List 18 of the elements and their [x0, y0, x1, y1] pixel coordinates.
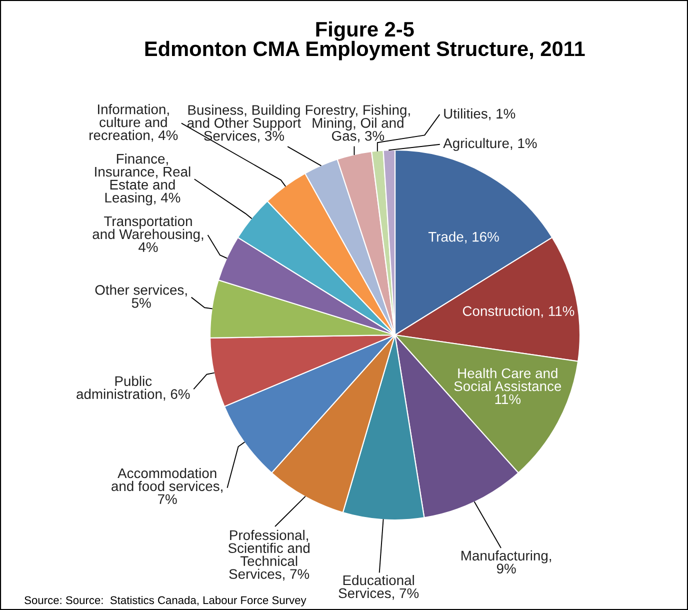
slice-label: Construction, 11% [462, 306, 574, 318]
slice-label: Educational Services, 7% [338, 574, 419, 600]
slice-label: Utilities, 1% [444, 108, 516, 120]
slice-label: Business, Building and Other Support Services, 3% [187, 104, 302, 142]
chart-title: Figure 2-5 Edmonton CMA Employment Structure, 2011 [145, 21, 585, 60]
slice-label: Other services, 5% [95, 284, 187, 308]
slice-label: Finance, Insurance, Real Estate and Leasing, 4% [95, 154, 190, 206]
slice-label: Manufacturing, 9% [462, 550, 552, 574]
slice-label: Forestry, Fishing, Mining, Oil and Gas, 3% [306, 104, 410, 142]
slice-label: Public administration, 6% [76, 376, 190, 401]
slice-label: Information, culture and recreation, 4% [90, 104, 178, 142]
source-note: Source: Source: Statistics Canada, Labour Force Survey [24, 596, 306, 606]
slice-label: Agriculture, 1% [443, 138, 537, 151]
slice-label: Trade, 16% [428, 232, 499, 244]
slice-label: Accommodation and food services, 7% [112, 468, 222, 504]
slice-label: Professional, Scientific and Technical Services, 7% [228, 530, 310, 581]
slice-label: Health Care and Social Assistance 11% [454, 368, 562, 404]
slice-label: Transportation and Warehousing, 4% [92, 216, 204, 252]
